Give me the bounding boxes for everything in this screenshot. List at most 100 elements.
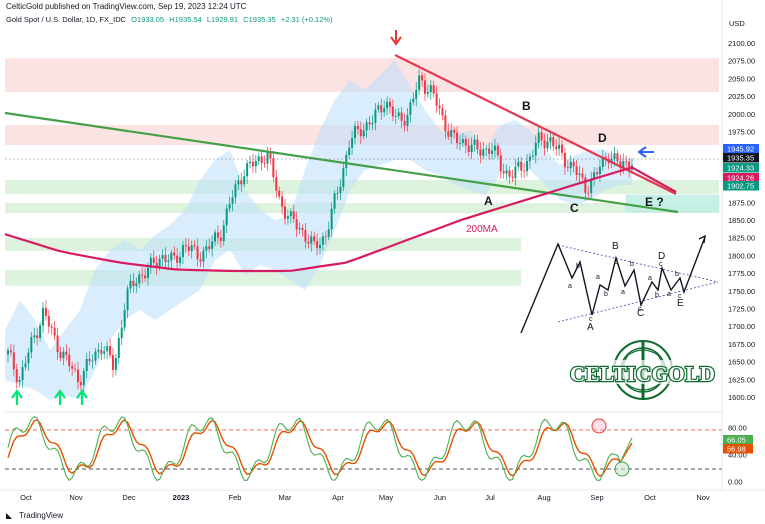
candle-body — [590, 179, 593, 194]
time-axis[interactable]: Oct Nov Dec 2023 Feb Mar Apr May Jun Jul Aug Sep Oct… — [20, 493, 710, 502]
price-tag-value: 1902.75 — [727, 182, 754, 191]
candle-body — [117, 337, 120, 359]
green-trendline — [4, 111, 679, 214]
triangle-diagram: A B C D E a b c a b c a b c a b c a b c — [520, 234, 719, 334]
time-tick-label: Apr — [332, 493, 344, 502]
price-tick-label: 2100.00 — [728, 39, 755, 48]
candle-body — [499, 155, 502, 172]
candle-body — [181, 245, 184, 257]
candle-body — [362, 130, 365, 137]
candle-body — [7, 350, 9, 355]
candle-body — [628, 161, 631, 170]
candle-body — [249, 161, 252, 164]
price-axis[interactable]: 2100.00 2075.00 2050.00 2025.00 2000.00 1975.… — [721, 0, 755, 490]
candle-body — [44, 308, 47, 317]
price-tag — [723, 163, 759, 173]
candle-body — [351, 137, 354, 148]
candle-body — [371, 122, 374, 125]
candle-body — [546, 141, 549, 149]
price-tick-label: 1600.00 — [728, 393, 755, 402]
blue-left-arrow-icon — [637, 146, 654, 158]
candle-body — [275, 177, 278, 191]
candle-body — [622, 161, 625, 169]
candle-body — [324, 236, 327, 238]
candle-body — [146, 267, 149, 279]
stoch-tag-value: 66.05 — [727, 436, 746, 445]
candle-body — [581, 173, 584, 178]
candle-body — [432, 85, 435, 94]
candle-body — [526, 161, 529, 172]
candle-body — [289, 211, 292, 217]
svg-text:b: b — [675, 271, 679, 278]
candle-body — [79, 382, 82, 386]
time-tick-label: Oct — [20, 493, 33, 502]
price-tick-label: 2025.00 — [728, 92, 755, 101]
candle-body — [619, 161, 622, 169]
stoch-tag — [723, 435, 753, 445]
candle-body — [263, 163, 266, 164]
candle-body — [205, 246, 208, 251]
candle-body — [228, 204, 231, 209]
candle-body — [36, 335, 39, 339]
diagram-label-a: A — [587, 322, 594, 333]
close-value: C1935.35 — [243, 15, 276, 24]
candle-body — [616, 153, 619, 162]
candle-body — [202, 250, 205, 262]
candle-body — [429, 85, 432, 93]
candle-body — [508, 170, 511, 177]
candle-body — [523, 170, 526, 172]
candle-body — [88, 358, 91, 362]
candle-body — [237, 180, 240, 185]
candle-body — [423, 80, 426, 94]
candle-body — [593, 172, 596, 180]
candle-body — [342, 168, 345, 187]
time-tick-label: Jul — [485, 493, 495, 502]
candle-body — [345, 154, 348, 169]
candle-body — [444, 115, 447, 132]
candle-body — [100, 349, 103, 354]
stoch-tag-value: 56.98 — [727, 445, 746, 454]
candle-body — [284, 206, 287, 219]
time-tick-label: Nov — [696, 493, 710, 502]
tradingview-brand[interactable]: TradingView — [19, 511, 64, 520]
price-tick-label: 1825.00 — [728, 234, 755, 243]
candle-body — [613, 153, 616, 159]
stoch-k-line — [7, 416, 633, 482]
candle-body — [453, 129, 456, 133]
candle-body — [473, 139, 476, 145]
candle-body — [111, 355, 114, 370]
price-tag — [723, 181, 759, 191]
candle-body — [467, 145, 470, 153]
candle-body — [552, 137, 555, 147]
candle-body — [330, 208, 333, 230]
candle-body — [39, 325, 42, 339]
candle-body — [470, 144, 473, 153]
candle-body — [295, 219, 298, 230]
candle-body — [321, 236, 324, 245]
candle-body — [403, 120, 406, 126]
candle-body — [214, 232, 217, 242]
candle-body — [435, 93, 438, 106]
ma200-label: 200MA — [466, 224, 498, 235]
candle-body — [132, 280, 135, 287]
candle-body — [458, 143, 461, 144]
red-down-arrow-icon — [390, 30, 402, 46]
price-tag — [723, 173, 759, 183]
candle-body — [383, 108, 386, 113]
candle-body — [456, 132, 459, 144]
svg-text:a: a — [596, 274, 600, 281]
candle-body — [260, 156, 263, 164]
candle-body — [301, 228, 304, 231]
candle-body — [254, 160, 257, 167]
symbol-legend: Gold Spot / U.S. Dollar, 1D, FX_IDC O193… — [6, 15, 336, 24]
candle-body — [179, 256, 182, 263]
candle-body — [269, 151, 272, 159]
candle-body — [491, 150, 494, 154]
candle-body — [313, 236, 316, 242]
candle-body — [225, 208, 228, 226]
candle-body — [412, 98, 415, 103]
candle-body — [409, 102, 412, 116]
candle-body — [251, 161, 254, 167]
candle-body — [164, 255, 167, 263]
